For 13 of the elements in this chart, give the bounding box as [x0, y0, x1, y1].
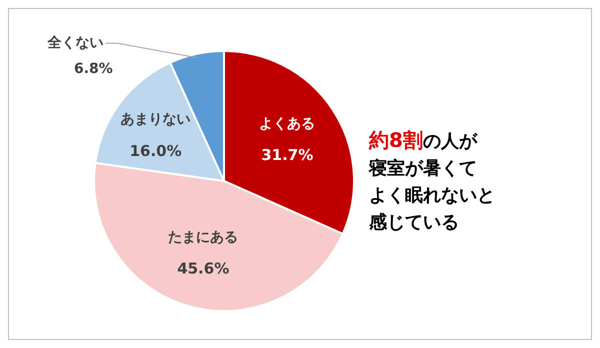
text: 寝室が暑くて	[369, 157, 478, 181]
data-label: 16.0%	[130, 142, 182, 160]
slice-label: あまりない	[120, 112, 191, 128]
data-label: 45.6%	[177, 260, 230, 278]
text: 感じている	[369, 211, 460, 235]
text: の人が	[422, 131, 477, 152]
data-label: 6.8%	[74, 61, 113, 78]
text: 約8割	[369, 128, 423, 152]
slice-label: 全くない	[46, 35, 104, 52]
slice-label: よくある	[259, 116, 316, 132]
text: よく眠れないと	[369, 184, 495, 208]
slice-label: たまにある	[168, 229, 238, 246]
data-label: 31.7%	[261, 146, 314, 164]
